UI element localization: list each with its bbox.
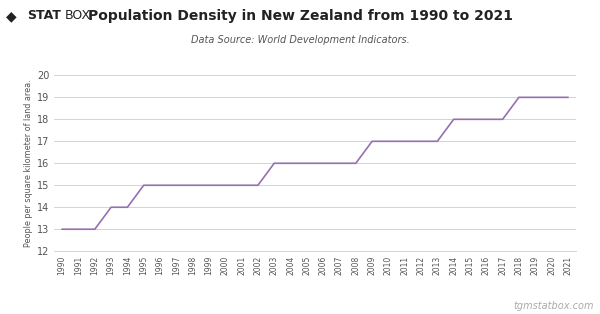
Y-axis label: People per square kilometer of land area.: People per square kilometer of land area… (23, 79, 32, 247)
Text: tgmstatbox.com: tgmstatbox.com (514, 301, 594, 311)
Text: BOX: BOX (65, 9, 91, 22)
Text: STAT: STAT (27, 9, 61, 22)
Text: ◆: ◆ (6, 9, 17, 24)
Text: Data Source: World Development Indicators.: Data Source: World Development Indicator… (191, 35, 409, 45)
Text: Population Density in New Zealand from 1990 to 2021: Population Density in New Zealand from 1… (88, 9, 512, 24)
